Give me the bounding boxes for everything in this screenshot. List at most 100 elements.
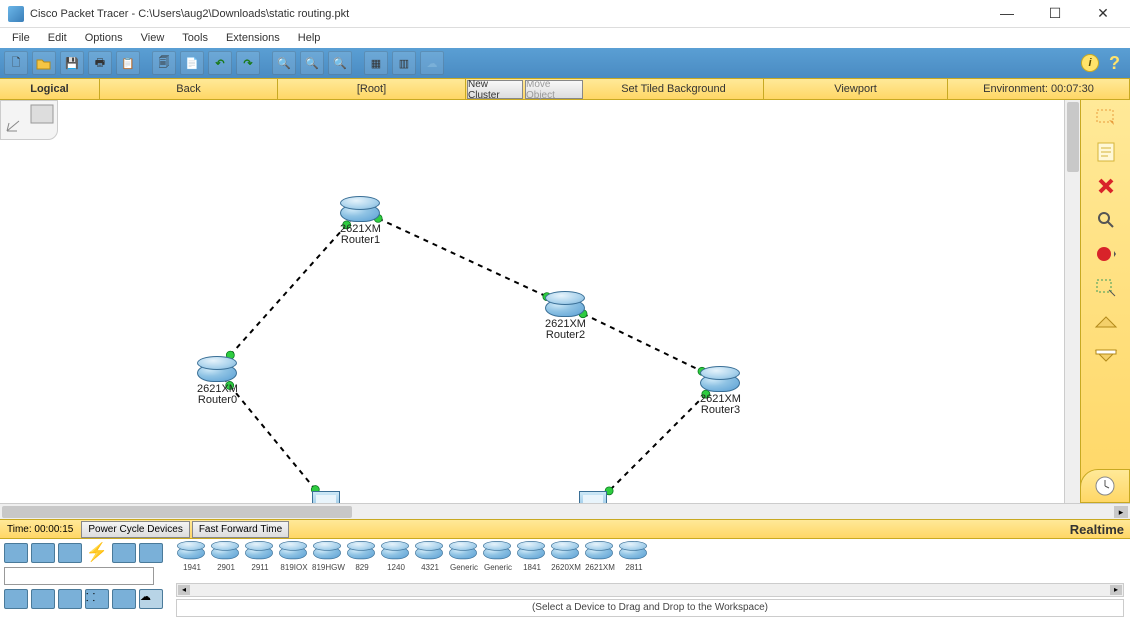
device-hint: (Select a Device to Drag and Drop to the…	[176, 599, 1124, 617]
workspace: 2621XMRouter1 2621XMRouter2 2621XMRouter0 2…	[0, 100, 1130, 503]
topology-canvas[interactable]: 2621XMRouter1 2621XMRouter2 2621XMRouter0 2…	[60, 100, 1064, 503]
record-icon[interactable]	[1092, 242, 1120, 266]
horizontal-scrollbar[interactable]: ▸	[0, 503, 1130, 519]
resize-icon[interactable]	[1092, 276, 1120, 300]
environment-time[interactable]: Environment: 00:07:30	[948, 79, 1130, 99]
sub-wan-icon[interactable]: ☁	[139, 589, 163, 609]
back-button[interactable]: Back	[100, 79, 278, 99]
simple-pdu-icon[interactable]	[1092, 310, 1120, 334]
app-icon	[8, 6, 24, 22]
complex-pdu-icon[interactable]	[1092, 344, 1120, 368]
logical-tab[interactable]: Logical	[0, 79, 100, 99]
device-model-819hgw[interactable]: 819HGW	[312, 541, 344, 572]
device-model-2811[interactable]: 2811	[618, 541, 650, 572]
undo-button[interactable]: ↶	[208, 51, 232, 75]
open-file-button[interactable]	[32, 51, 56, 75]
device-model-4321[interactable]: 4321	[414, 541, 446, 572]
move-object-button: Move Object	[525, 80, 583, 99]
realtime-clock-icon[interactable]	[1080, 469, 1130, 503]
new-cluster-button[interactable]: New Cluster	[467, 80, 523, 99]
status-bar: Time: 00:00:15 Power Cycle Devices Fast …	[0, 519, 1130, 539]
category-multiuser-icon[interactable]	[139, 543, 163, 563]
close-button[interactable]: ✕	[1088, 5, 1118, 22]
cloud-button[interactable]: ☁	[420, 51, 444, 75]
help-button[interactable]: ?	[1109, 53, 1120, 74]
menu-file[interactable]: File	[4, 30, 38, 46]
print-button[interactable]: 🖶	[88, 51, 112, 75]
menu-edit[interactable]: Edit	[40, 30, 75, 46]
sub-hubs-icon[interactable]	[58, 589, 82, 609]
device-model-819iox[interactable]: 819IOX	[278, 541, 310, 572]
save-button[interactable]: 💾	[60, 51, 84, 75]
left-gutter	[0, 100, 60, 503]
mode-label[interactable]: Realtime	[1070, 522, 1124, 537]
custom-devices-button[interactable]: ▥	[392, 51, 416, 75]
sub-routers-icon[interactable]	[4, 589, 28, 609]
note-icon[interactable]	[1092, 140, 1120, 164]
info-button[interactable]: i	[1081, 54, 1099, 72]
copy-button[interactable]: 🗐	[152, 51, 176, 75]
device-model-2911[interactable]: 2911	[244, 541, 276, 572]
menu-help[interactable]: Help	[290, 30, 329, 46]
node-pc0[interactable]: PC-PTPC0	[308, 491, 344, 503]
sub-security-icon[interactable]	[112, 589, 136, 609]
device-model-row: 194129012911819IOX819HGW82912404321Gener…	[176, 541, 1124, 581]
minimize-button[interactable]: —	[992, 5, 1022, 22]
menu-options[interactable]: Options	[77, 30, 131, 46]
sub-switches-icon[interactable]	[31, 589, 55, 609]
sub-wireless-icon[interactable]: ⸬	[85, 589, 109, 609]
device-model-2901[interactable]: 2901	[210, 541, 242, 572]
right-tool-panel	[1080, 100, 1130, 503]
device-model-1240[interactable]: 1240	[380, 541, 412, 572]
device-model-829[interactable]: 829	[346, 541, 378, 572]
node-router3[interactable]: 2621XMRouter3	[700, 366, 741, 416]
select-area-icon[interactable]	[1092, 106, 1120, 130]
palette-button[interactable]: ▦	[364, 51, 388, 75]
main-toolbar: 🗋 💾 🖶 📋 🗐 📄 ↶ ↷ 🔍 🔍 🔍 ▦ ▥ ☁ i ?	[0, 48, 1130, 78]
device-model-generic[interactable]: Generic	[448, 541, 480, 572]
category-connections-icon[interactable]: ⚡	[85, 543, 109, 563]
device-model-2621xm[interactable]: 2621XM	[584, 541, 616, 572]
category-end-devices-icon[interactable]	[31, 543, 55, 563]
paste-button[interactable]: 📄	[180, 51, 204, 75]
window-title: Cisco Packet Tracer - C:\Users\aug2\Down…	[30, 8, 992, 20]
node-router2[interactable]: 2621XMRouter2	[545, 291, 586, 341]
node-router1[interactable]: 2621XMRouter1	[340, 196, 381, 246]
set-tiled-background-button[interactable]: Set Tiled Background	[584, 79, 764, 99]
menu-extensions[interactable]: Extensions	[218, 30, 288, 46]
sim-time: Time: 00:00:15	[1, 521, 79, 538]
category-network-devices-icon[interactable]	[4, 543, 28, 563]
zoom-reset-button[interactable]: 🔍	[300, 51, 324, 75]
nav-bar: Logical Back [Root] New Cluster Move Obj…	[0, 78, 1130, 100]
device-row-scrollbar[interactable]: ◂▸	[176, 583, 1124, 597]
inspect-icon[interactable]	[1092, 208, 1120, 232]
menu-bar: FileEditOptionsViewToolsExtensionsHelp	[0, 28, 1130, 48]
delete-icon[interactable]	[1092, 174, 1120, 198]
device-category-panel: ⚡ ⸬ ☁	[0, 539, 170, 619]
navigation-panel-toggle[interactable]	[0, 100, 58, 140]
fast-forward-button[interactable]: Fast Forward Time	[192, 521, 289, 538]
device-palette: ⚡ ⸬ ☁ 194129012911819IOX819HGW8291240432…	[0, 539, 1130, 619]
node-router0[interactable]: 2621XMRouter0	[197, 356, 238, 406]
category-misc-icon[interactable]	[112, 543, 136, 563]
new-file-button[interactable]: 🗋	[4, 51, 28, 75]
zoom-in-button[interactable]: 🔍	[272, 51, 296, 75]
device-model-2620xm[interactable]: 2620XM	[550, 541, 582, 572]
zoom-out-button[interactable]: 🔍	[328, 51, 352, 75]
title-bar: Cisco Packet Tracer - C:\Users\aug2\Down…	[0, 0, 1130, 28]
vertical-scrollbar[interactable]	[1064, 100, 1080, 503]
device-model-generic[interactable]: Generic	[482, 541, 514, 572]
device-model-1941[interactable]: 1941	[176, 541, 208, 572]
category-components-icon[interactable]	[58, 543, 82, 563]
activity-wizard-button[interactable]: 📋	[116, 51, 140, 75]
power-cycle-button[interactable]: Power Cycle Devices	[81, 521, 189, 538]
menu-tools[interactable]: Tools	[174, 30, 216, 46]
menu-view[interactable]: View	[133, 30, 173, 46]
redo-button[interactable]: ↷	[236, 51, 260, 75]
device-search-input[interactable]	[4, 567, 154, 585]
root-breadcrumb[interactable]: [Root]	[278, 79, 466, 99]
node-pc1[interactable]: PC-PTPC1	[575, 491, 611, 503]
maximize-button[interactable]: ☐	[1040, 5, 1070, 22]
viewport-button[interactable]: Viewport	[764, 79, 948, 99]
device-model-1841[interactable]: 1841	[516, 541, 548, 572]
